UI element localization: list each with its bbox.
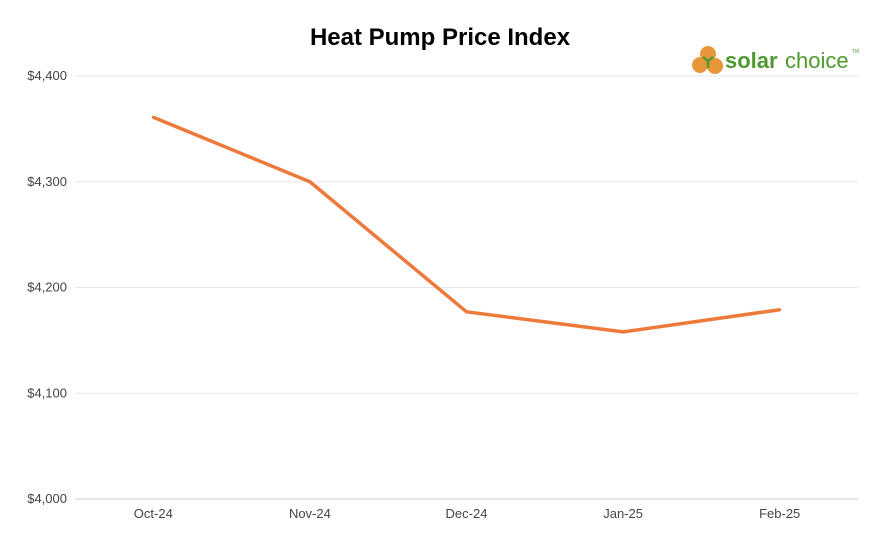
svg-text:TM: TM <box>852 49 859 55</box>
x-tick-label: Feb-25 <box>759 506 800 521</box>
solar-choice-logo: solar choice TM <box>692 46 859 74</box>
x-axis: Oct-24 Nov-24 Dec-24 Jan-25 Feb-25 <box>134 506 801 521</box>
chart-title: Heat Pump Price Index <box>310 24 571 51</box>
y-tick-label: $4,200 <box>27 280 67 295</box>
series-lines <box>151 115 782 334</box>
x-tick-label: Jan-25 <box>603 506 643 521</box>
x-tick-label: Oct-24 <box>134 506 173 521</box>
data-point <box>778 308 782 312</box>
data-point <box>151 115 155 119</box>
data-point <box>308 180 312 184</box>
y-tick-label: $4,300 <box>27 174 67 189</box>
y-tick-label: $4,100 <box>27 385 67 400</box>
x-tick-label: Nov-24 <box>289 506 331 521</box>
data-point <box>465 310 468 314</box>
series-line <box>152 115 780 334</box>
y-axis: $4,000 $4,100 $4,200 $4,300 $4,400 <box>27 68 67 506</box>
y-tick-label: $4,000 <box>27 491 67 506</box>
svg-text:choice: choice <box>785 48 849 73</box>
data-point <box>621 330 625 334</box>
svg-text:solar: solar <box>725 48 778 73</box>
y-tick-label: $4,400 <box>27 68 67 83</box>
x-tick-label: Dec-24 <box>446 506 488 521</box>
gridlines <box>75 75 858 500</box>
